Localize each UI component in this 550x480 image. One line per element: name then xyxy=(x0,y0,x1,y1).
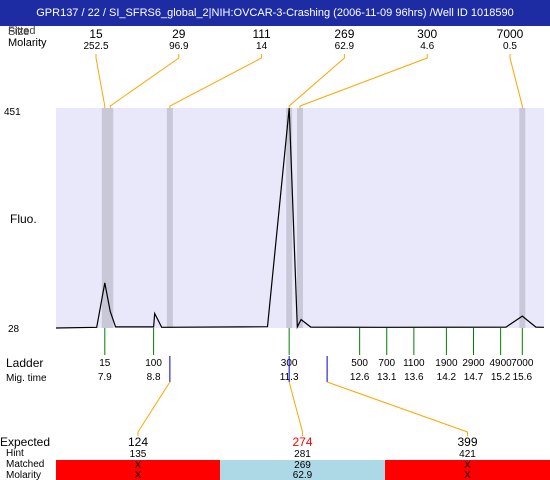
hint-value: 281 xyxy=(294,449,311,460)
peak-size-label: 7000 xyxy=(497,27,524,41)
peak-band xyxy=(297,108,303,328)
peak-size-label: 15 xyxy=(89,27,103,41)
ladder-time-label: 14.2 xyxy=(437,372,457,383)
peak-size-label: 29 xyxy=(172,27,186,41)
expected-leader-line xyxy=(137,381,171,436)
expected-value: 399 xyxy=(457,435,477,449)
y-axis-label: Fluo. xyxy=(10,212,37,226)
hint-label: Hint xyxy=(6,448,24,459)
ladder-size-label: 4900 xyxy=(489,358,512,369)
ladder-size-label: 100 xyxy=(145,358,162,369)
molarity-row-label: Molarity xyxy=(6,470,41,480)
peak-band xyxy=(101,108,108,328)
peak-leader-line xyxy=(509,54,523,108)
fitted-label: Fitted xyxy=(8,25,36,37)
ladder-size-label: 15 xyxy=(99,358,111,369)
peak-band xyxy=(286,108,293,328)
ladder-time-label: 7.9 xyxy=(98,372,112,383)
peak-molarity-label: 62.9 xyxy=(335,41,355,52)
matched-value: X xyxy=(135,460,142,471)
ladder-time-label: 13.1 xyxy=(377,372,397,383)
ladder-time-label: 13.6 xyxy=(404,372,424,383)
match-cell xyxy=(385,460,550,480)
molarity-value: X xyxy=(135,470,142,480)
matched-value: 269 xyxy=(294,460,311,471)
hint-value: 421 xyxy=(459,449,476,460)
molarity-value: 62.9 xyxy=(293,470,313,480)
ladder-label: Ladder xyxy=(6,356,43,370)
match-cell xyxy=(56,460,220,480)
ladder-size-label: 7000 xyxy=(511,358,534,369)
ladder-time-label: 14.7 xyxy=(464,372,484,383)
peak-molarity-label: 96.9 xyxy=(169,41,189,52)
match-cell xyxy=(220,460,385,480)
peak-band xyxy=(519,108,526,328)
peak-leader-line xyxy=(299,54,428,108)
mig-time-label: Mig. time xyxy=(6,373,47,384)
peak-molarity-label: 4.6 xyxy=(420,41,434,52)
ladder-time-label: 15.2 xyxy=(491,372,511,383)
peak-molarity-label: 14 xyxy=(256,41,268,52)
ladder-size-label: 2900 xyxy=(462,358,485,369)
ladder-time-label: 8.8 xyxy=(147,372,161,383)
molarity-label: Molarity xyxy=(8,37,47,49)
y-min-label: 28 xyxy=(8,324,20,335)
expected-value: 124 xyxy=(128,435,148,449)
peak-molarity-label: 0.5 xyxy=(503,41,517,52)
peak-size-label: 111 xyxy=(252,27,271,41)
peak-leader-line xyxy=(109,54,180,108)
trace-line xyxy=(55,107,545,330)
molarity-value: X xyxy=(464,470,471,480)
expected-value: 274 xyxy=(292,435,312,449)
ladder-size-label: 1100 xyxy=(403,358,425,369)
peak-band xyxy=(107,108,114,328)
peak-band xyxy=(166,108,173,328)
ladder-time-label: 12.6 xyxy=(350,372,370,383)
y-max-label: 451 xyxy=(4,107,21,118)
chart-title: GPR137 / 22 / SI_SFRS6_global_2|NIH:OVCA… xyxy=(0,0,550,26)
ladder-size-label: 1900 xyxy=(435,358,458,369)
expected-label: Expected xyxy=(0,435,50,449)
peak-leader-line xyxy=(169,54,263,108)
matched-value: X xyxy=(464,460,471,471)
ladder-time-label: 15.6 xyxy=(513,372,533,383)
size-label: Size xyxy=(8,26,29,38)
peak-size-label: 269 xyxy=(334,27,354,41)
peak-leader-line xyxy=(95,54,106,108)
matched-label: Matched xyxy=(6,459,44,470)
peak-leader-line xyxy=(288,54,345,108)
ladder-size-label: 700 xyxy=(378,358,395,369)
hint-value: 135 xyxy=(130,449,147,460)
ladder-size-label: 500 xyxy=(351,358,368,369)
peak-molarity-label: 252.5 xyxy=(83,41,108,52)
expected-leader-line xyxy=(326,381,468,436)
expected-leader-line xyxy=(288,381,303,436)
peak-size-label: 300 xyxy=(417,27,437,41)
